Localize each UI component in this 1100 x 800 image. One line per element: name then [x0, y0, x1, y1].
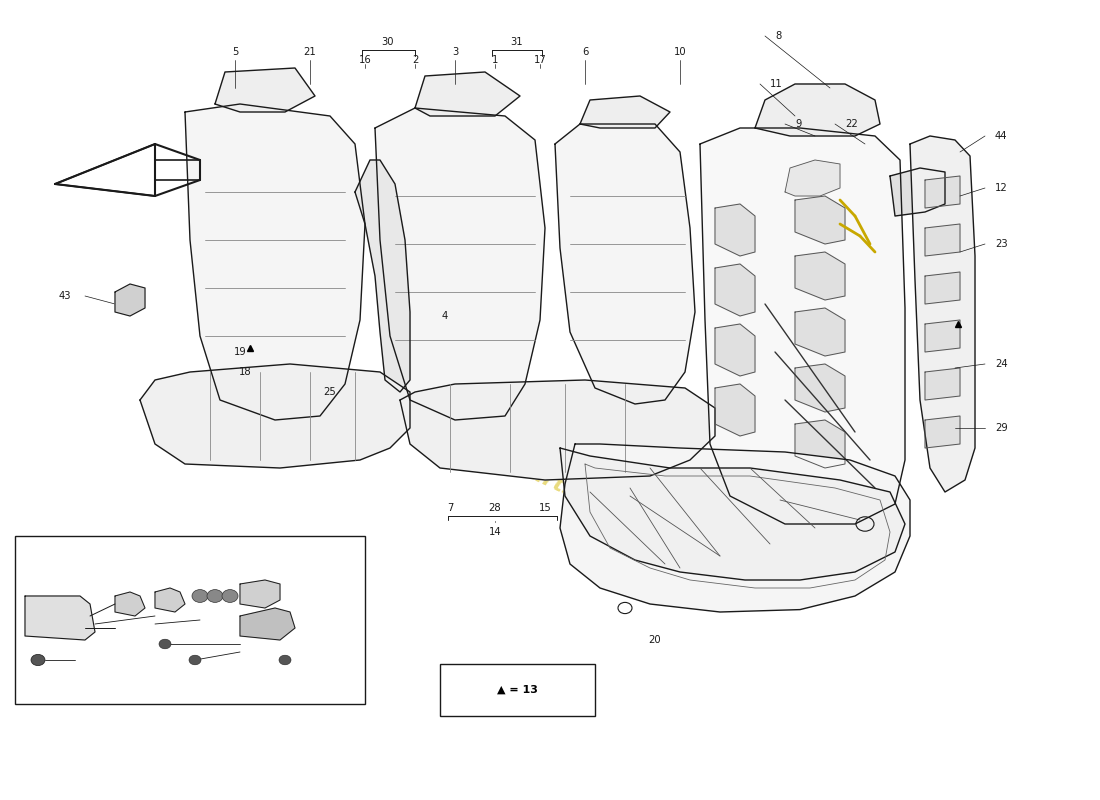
Text: 12: 12: [996, 183, 1008, 193]
Text: 8: 8: [776, 31, 781, 41]
Text: 39: 39: [119, 559, 131, 569]
Text: 31: 31: [510, 37, 524, 46]
Text: a passion for parts...: a passion for parts...: [358, 384, 603, 512]
Polygon shape: [116, 592, 145, 616]
Text: 38: 38: [219, 575, 231, 585]
Circle shape: [160, 639, 170, 649]
Text: 34: 34: [24, 659, 35, 669]
Text: 28: 28: [488, 503, 502, 513]
Text: 42: 42: [179, 615, 190, 625]
Text: 9: 9: [795, 119, 802, 129]
Text: 1: 1: [492, 55, 498, 65]
Text: 11: 11: [770, 79, 783, 89]
Text: ▲ = 13: ▲ = 13: [497, 685, 538, 695]
Polygon shape: [25, 596, 95, 640]
Text: 7: 7: [447, 503, 453, 513]
Polygon shape: [715, 324, 755, 376]
Text: 23: 23: [996, 239, 1008, 249]
Polygon shape: [580, 96, 670, 128]
Text: 36: 36: [250, 607, 261, 617]
Polygon shape: [560, 444, 910, 612]
Polygon shape: [925, 368, 960, 400]
Text: 40: 40: [75, 567, 86, 577]
Text: 20: 20: [649, 635, 661, 645]
Circle shape: [222, 590, 238, 602]
Text: 43: 43: [58, 291, 72, 301]
Polygon shape: [890, 168, 945, 216]
Text: 32: 32: [240, 655, 251, 665]
Text: 14: 14: [488, 527, 502, 537]
Text: 2: 2: [411, 55, 418, 65]
Circle shape: [207, 590, 223, 602]
Text: 17: 17: [534, 55, 547, 65]
Polygon shape: [375, 108, 544, 420]
Polygon shape: [910, 136, 975, 492]
Bar: [440, 664, 595, 716]
Polygon shape: [795, 364, 845, 412]
Polygon shape: [355, 160, 410, 392]
Text: 25: 25: [323, 387, 337, 397]
Polygon shape: [925, 176, 960, 208]
Text: 22: 22: [845, 119, 858, 129]
Polygon shape: [785, 160, 840, 196]
Circle shape: [192, 590, 208, 602]
Polygon shape: [755, 84, 880, 136]
Text: G: G: [791, 177, 899, 303]
Text: 33: 33: [250, 679, 261, 689]
Polygon shape: [560, 448, 905, 580]
Polygon shape: [185, 104, 365, 420]
Circle shape: [189, 655, 201, 665]
Polygon shape: [700, 128, 905, 524]
Polygon shape: [400, 380, 715, 480]
Polygon shape: [795, 196, 845, 244]
Polygon shape: [715, 264, 755, 316]
Polygon shape: [925, 272, 960, 304]
Polygon shape: [214, 68, 315, 112]
Text: 29: 29: [996, 423, 1008, 433]
Text: 24: 24: [996, 359, 1008, 369]
Polygon shape: [715, 204, 755, 256]
Text: 44: 44: [996, 131, 1008, 141]
Circle shape: [279, 655, 292, 665]
Text: 10: 10: [673, 47, 686, 57]
Text: 15: 15: [539, 503, 551, 513]
Polygon shape: [925, 320, 960, 352]
Text: 4: 4: [442, 311, 448, 321]
Polygon shape: [116, 284, 145, 316]
Polygon shape: [795, 420, 845, 468]
Polygon shape: [795, 308, 845, 356]
Polygon shape: [140, 364, 410, 468]
Text: 18: 18: [239, 367, 251, 377]
Text: 35: 35: [260, 579, 271, 589]
Polygon shape: [415, 72, 520, 116]
Polygon shape: [925, 416, 960, 448]
Text: 41: 41: [34, 567, 46, 577]
Polygon shape: [925, 224, 960, 256]
Text: 5: 5: [232, 47, 239, 57]
Polygon shape: [795, 252, 845, 300]
Text: 6: 6: [582, 47, 588, 57]
Polygon shape: [240, 608, 295, 640]
Bar: [15, 536, 365, 704]
Text: 16: 16: [359, 55, 372, 65]
Circle shape: [31, 654, 45, 666]
Polygon shape: [240, 580, 280, 608]
Polygon shape: [715, 384, 755, 436]
Text: 30: 30: [382, 37, 394, 46]
Text: 37: 37: [179, 551, 190, 561]
Polygon shape: [556, 124, 695, 404]
Text: 19: 19: [233, 347, 246, 357]
Text: 3: 3: [452, 47, 458, 57]
Polygon shape: [155, 588, 185, 612]
Text: 21: 21: [304, 47, 317, 57]
